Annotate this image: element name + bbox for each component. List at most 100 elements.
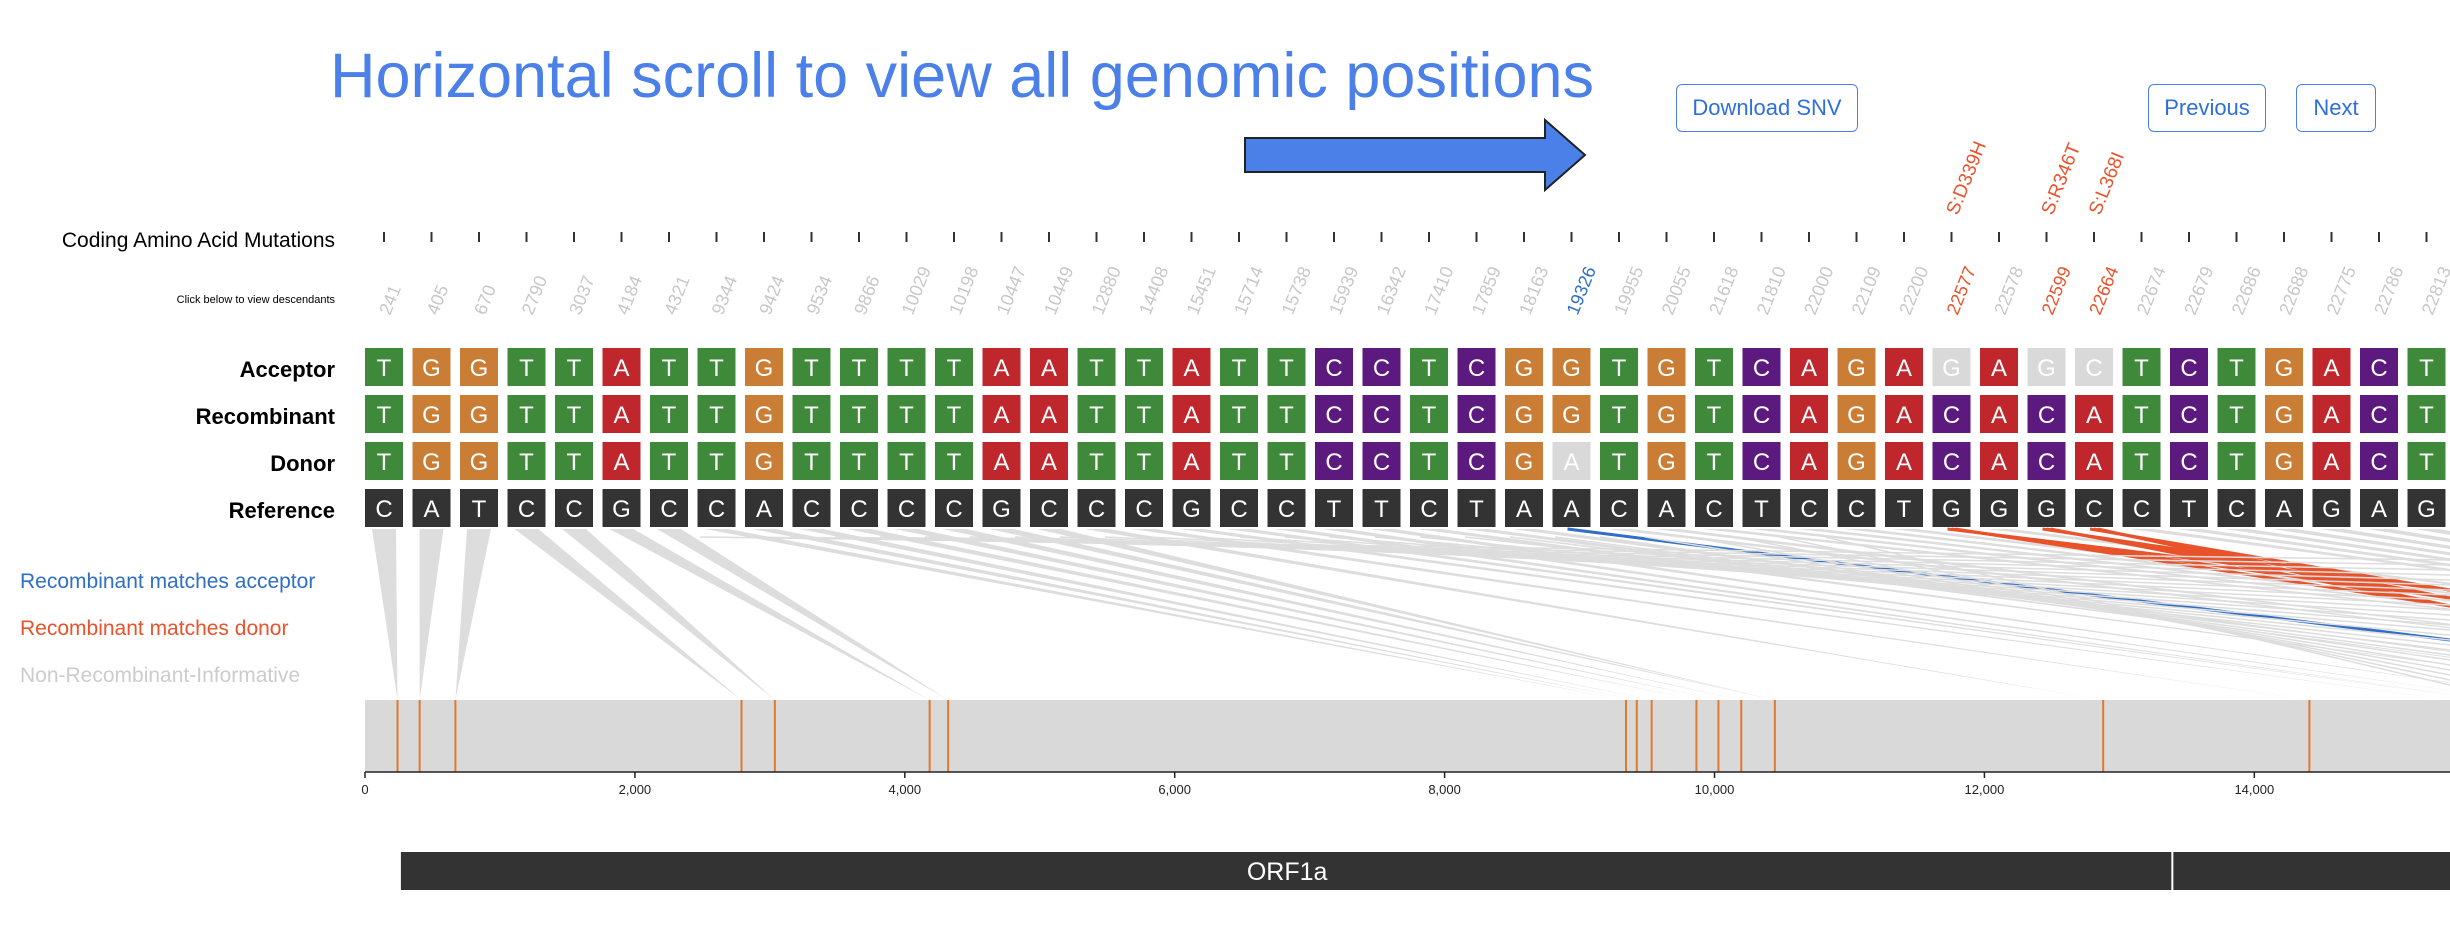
- nucleotide-cell[interactable]: [2265, 489, 2303, 527]
- position-label[interactable]: 9424: [755, 273, 789, 318]
- nucleotide-cell[interactable]: [1220, 348, 1258, 386]
- nucleotide-cell[interactable]: [1647, 489, 1686, 527]
- nucleotide-cell[interactable]: [1980, 489, 2018, 527]
- position-label[interactable]: 22674: [2133, 264, 2170, 318]
- position-label[interactable]: 10449: [1040, 264, 1077, 318]
- nucleotide-cell[interactable]: [2075, 489, 2113, 527]
- nucleotide-cell[interactable]: [460, 348, 498, 386]
- position-label[interactable]: 22786: [2370, 264, 2407, 318]
- position-label[interactable]: 18163: [1515, 264, 1552, 318]
- nucleotide-cell[interactable]: [2217, 489, 2256, 527]
- nucleotide-cell[interactable]: [1647, 395, 1686, 433]
- nucleotide-cell[interactable]: [1077, 348, 1116, 386]
- nucleotide-cell[interactable]: [792, 348, 831, 386]
- position-label[interactable]: 17410: [1420, 264, 1457, 318]
- nucleotide-cell[interactable]: [1315, 395, 1353, 433]
- nucleotide-cell[interactable]: [2217, 442, 2256, 480]
- position-label[interactable]: 10198: [945, 264, 982, 318]
- nucleotide-cell[interactable]: [412, 489, 451, 527]
- nucleotide-cell[interactable]: [602, 348, 641, 386]
- nucleotide-cell[interactable]: [1267, 442, 1306, 480]
- nucleotide-cell[interactable]: [1125, 489, 1163, 527]
- nucleotide-cell[interactable]: [1220, 395, 1258, 433]
- nucleotide-cell[interactable]: [555, 348, 593, 386]
- nucleotide-cell[interactable]: [1932, 442, 1971, 480]
- nucleotide-cell[interactable]: [2075, 348, 2113, 386]
- next-button[interactable]: Next: [2296, 84, 2376, 132]
- position-label[interactable]: 16342: [1373, 264, 1410, 318]
- nucleotide-cell[interactable]: [1410, 348, 1448, 386]
- nucleotide-cell[interactable]: [1077, 395, 1116, 433]
- nucleotide-cell[interactable]: [2170, 395, 2208, 433]
- nucleotide-cell[interactable]: [1790, 395, 1828, 433]
- nucleotide-cell[interactable]: [1172, 395, 1211, 433]
- position-label[interactable]: 22000: [1800, 264, 1837, 318]
- nucleotide-cell[interactable]: [365, 489, 403, 527]
- nucleotide-cell[interactable]: [1505, 395, 1543, 433]
- nucleotide-cell[interactable]: [982, 395, 1021, 433]
- nucleotide-cell[interactable]: [2360, 348, 2398, 386]
- nucleotide-cell[interactable]: [935, 489, 973, 527]
- nucleotide-cell[interactable]: [1600, 489, 1638, 527]
- nucleotide-cell[interactable]: [1267, 395, 1306, 433]
- nucleotide-cell[interactable]: [2217, 348, 2256, 386]
- nucleotide-cell[interactable]: [1790, 442, 1828, 480]
- nucleotide-cell[interactable]: [2312, 348, 2351, 386]
- nucleotide-cell[interactable]: [697, 489, 736, 527]
- nucleotide-cell[interactable]: [745, 442, 783, 480]
- nucleotide-cell[interactable]: [2312, 442, 2351, 480]
- nucleotide-cell[interactable]: [935, 442, 973, 480]
- nucleotide-cell[interactable]: [1790, 348, 1828, 386]
- nucleotide-cell[interactable]: [507, 348, 546, 386]
- nucleotide-cell[interactable]: [1647, 348, 1686, 386]
- position-label[interactable]: 17859: [1468, 264, 1505, 318]
- nucleotide-cell[interactable]: [887, 489, 926, 527]
- nucleotide-cell[interactable]: [1885, 395, 1923, 433]
- nucleotide-cell[interactable]: [1030, 395, 1068, 433]
- nucleotide-cell[interactable]: [2265, 348, 2303, 386]
- position-label[interactable]: 241: [375, 282, 405, 317]
- nucleotide-cell[interactable]: [2360, 489, 2398, 527]
- nucleotide-cell[interactable]: [1980, 348, 2018, 386]
- position-label[interactable]: 21810: [1753, 264, 1790, 318]
- nucleotide-cell[interactable]: [412, 395, 451, 433]
- nucleotide-cell[interactable]: [2027, 442, 2066, 480]
- nucleotide-cell[interactable]: [602, 489, 641, 527]
- nucleotide-cell[interactable]: [982, 442, 1021, 480]
- nucleotide-cell[interactable]: [982, 489, 1021, 527]
- nucleotide-cell[interactable]: [1362, 489, 1401, 527]
- nucleotide-cell[interactable]: [602, 395, 641, 433]
- nucleotide-cell[interactable]: [2265, 442, 2303, 480]
- nucleotide-cell[interactable]: [1362, 395, 1401, 433]
- nucleotide-cell[interactable]: [1457, 442, 1496, 480]
- nucleotide-cell[interactable]: [1600, 395, 1638, 433]
- position-label[interactable]: 22775: [2323, 264, 2360, 318]
- nucleotide-cell[interactable]: [1505, 348, 1543, 386]
- nucleotide-cell[interactable]: [1267, 489, 1306, 527]
- nucleotide-cell[interactable]: [2122, 442, 2161, 480]
- nucleotide-cell[interactable]: [602, 442, 641, 480]
- nucleotide-cell[interactable]: [1932, 348, 1971, 386]
- nucleotide-cell[interactable]: [697, 442, 736, 480]
- nucleotide-cell[interactable]: [792, 489, 831, 527]
- gene-bar[interactable]: [400, 852, 2172, 890]
- nucleotide-cell[interactable]: [555, 489, 593, 527]
- nucleotide-cell[interactable]: [460, 395, 498, 433]
- nucleotide-cell[interactable]: [1790, 489, 1828, 527]
- nucleotide-cell[interactable]: [2217, 395, 2256, 433]
- nucleotide-cell[interactable]: [2075, 442, 2113, 480]
- nucleotide-cell[interactable]: [1552, 489, 1591, 527]
- nucleotide-cell[interactable]: [2170, 489, 2208, 527]
- nucleotide-cell[interactable]: [1267, 348, 1306, 386]
- position-label[interactable]: 4184: [613, 273, 647, 318]
- position-label[interactable]: 15714: [1230, 264, 1267, 318]
- nucleotide-cell[interactable]: [650, 348, 688, 386]
- nucleotide-cell[interactable]: [1172, 442, 1211, 480]
- nucleotide-cell[interactable]: [2027, 489, 2066, 527]
- nucleotide-cell[interactable]: [460, 442, 498, 480]
- nucleotide-cell[interactable]: [1695, 348, 1733, 386]
- aa-mutation-label[interactable]: S:L368I: [2085, 149, 2129, 218]
- nucleotide-cell[interactable]: [1030, 489, 1068, 527]
- nucleotide-cell[interactable]: [1410, 442, 1448, 480]
- nucleotide-cell[interactable]: [412, 442, 451, 480]
